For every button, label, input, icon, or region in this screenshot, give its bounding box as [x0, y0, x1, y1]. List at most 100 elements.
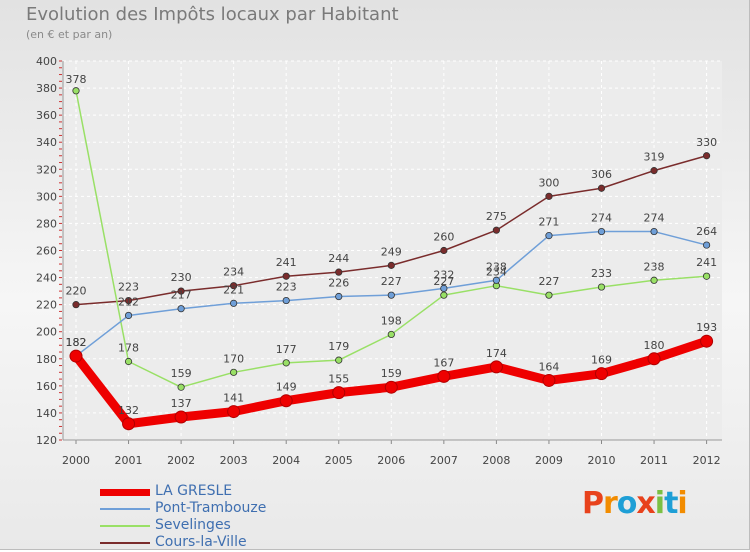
data-label-sevelinges: 227 [538, 275, 559, 288]
logo-letter: r [603, 486, 618, 521]
y-tick-label: 260 [36, 245, 57, 258]
data-label-la-gresle: 182 [66, 336, 87, 349]
y-tick-label: 300 [36, 190, 57, 203]
data-label-cours-la-ville: 234 [223, 266, 244, 279]
data-label-pont-trambouze: 226 [328, 277, 349, 290]
data-point-la-gresle [279, 394, 293, 408]
data-point-la-gresle [437, 369, 451, 383]
data-point-cours-la-ville [230, 282, 238, 290]
x-tick-label: 2005 [325, 454, 353, 467]
y-tick-label: 380 [36, 82, 57, 95]
data-point-cours-la-ville [597, 184, 606, 192]
data-point-cours-la-ville [387, 261, 395, 269]
data-point-la-gresle [700, 334, 714, 348]
logo-letter: i [677, 486, 687, 521]
data-point-sevelinges [230, 368, 238, 376]
data-label-sevelinges: 234 [486, 266, 507, 279]
proxiti-logo: Proxiti [582, 486, 688, 521]
data-label-la-gresle: 169 [591, 354, 612, 367]
x-tick-label: 2004 [272, 454, 300, 467]
y-tick-label: 360 [36, 109, 57, 122]
data-point-la-gresle [227, 405, 241, 419]
data-point-la-gresle [69, 349, 83, 363]
y-tick-label: 280 [36, 217, 57, 230]
data-point-cours-la-ville [282, 272, 290, 280]
data-label-pont-trambouze: 223 [276, 281, 297, 294]
data-point-la-gresle [122, 417, 136, 431]
data-label-sevelinges: 179 [328, 340, 349, 353]
data-label-cours-la-ville: 300 [538, 176, 559, 189]
data-point-la-gresle [489, 360, 503, 374]
legend-swatch-sevelinges [100, 525, 150, 527]
data-label-la-gresle: 164 [538, 360, 559, 373]
data-label-cours-la-ville: 319 [644, 151, 665, 164]
y-tick-label: 120 [36, 434, 57, 447]
data-label-pont-trambouze: 221 [223, 283, 244, 296]
data-point-sevelinges [650, 276, 658, 284]
data-label-sevelinges: 198 [381, 314, 402, 327]
y-tick-label: 140 [36, 407, 57, 420]
data-point-sevelinges [177, 383, 185, 391]
data-point-la-gresle [542, 373, 556, 387]
data-label-la-gresle: 159 [381, 367, 402, 380]
data-point-pont-trambouze [702, 241, 711, 249]
data-point-sevelinges [124, 357, 133, 366]
data-point-sevelinges [72, 87, 80, 95]
data-label-cours-la-ville: 249 [381, 245, 402, 258]
data-label-la-gresle: 174 [486, 347, 507, 360]
data-point-pont-trambouze [545, 232, 553, 240]
data-point-pont-trambouze [597, 227, 606, 236]
data-label-sevelinges: 378 [66, 73, 87, 86]
y-tick-label: 200 [36, 326, 57, 339]
data-point-pont-trambouze [335, 292, 343, 301]
data-label-cours-la-ville: 244 [328, 252, 349, 265]
data-label-pont-trambouze: 227 [381, 275, 402, 288]
data-point-pont-trambouze [282, 296, 290, 305]
x-tick-label: 2002 [167, 454, 195, 467]
data-label-sevelinges: 233 [591, 267, 612, 280]
data-label-cours-la-ville: 260 [433, 231, 454, 244]
data-point-la-gresle [384, 380, 398, 394]
chart-subtitle: (en € et par an) [26, 28, 113, 41]
x-tick-label: 2000 [62, 454, 90, 467]
y-tick-label: 320 [36, 163, 57, 176]
x-tick-label: 2006 [377, 454, 405, 467]
data-label-la-gresle: 155 [328, 373, 349, 386]
data-point-cours-la-ville [335, 268, 343, 276]
x-tick-label: 2010 [588, 454, 616, 467]
x-tick-label: 2009 [535, 454, 563, 467]
data-point-pont-trambouze [124, 311, 133, 320]
legend-swatch-la-gresle [100, 489, 150, 496]
data-point-cours-la-ville [177, 287, 185, 295]
data-label-cours-la-ville: 223 [118, 281, 139, 294]
data-label-pont-trambouze: 212 [118, 295, 139, 308]
data-point-la-gresle [332, 386, 346, 400]
data-label-sevelinges: 238 [644, 260, 665, 273]
data-point-pont-trambouze [492, 276, 500, 284]
data-label-cours-la-ville: 306 [591, 168, 612, 181]
data-label-la-gresle: 167 [433, 356, 454, 369]
data-point-pont-trambouze [230, 299, 238, 307]
data-point-pont-trambouze [440, 284, 448, 292]
data-point-pont-trambouze [650, 227, 658, 236]
data-point-cours-la-ville [650, 167, 658, 175]
data-label-pont-trambouze: 238 [486, 260, 507, 273]
data-label-pont-trambouze: 182 [66, 336, 87, 349]
data-point-pont-trambouze [177, 305, 185, 313]
x-tick-label: 2008 [482, 454, 510, 467]
data-point-cours-la-ville [72, 301, 80, 309]
logo-letter: t [664, 486, 678, 521]
data-label-pont-trambouze: 274 [644, 212, 665, 225]
data-label-la-gresle: 132 [118, 404, 139, 417]
data-label-sevelinges: 241 [696, 256, 717, 269]
data-label-la-gresle: 180 [644, 339, 665, 352]
data-label-sevelinges: 159 [171, 367, 192, 380]
data-label-la-gresle: 137 [171, 397, 192, 410]
data-label-sevelinges: 227 [433, 275, 454, 288]
legend-label-la-gresle: LA GRESLE [155, 483, 233, 499]
y-tick-label: 340 [36, 136, 57, 149]
data-label-la-gresle: 193 [696, 321, 717, 334]
data-label-pont-trambouze: 264 [696, 225, 717, 238]
